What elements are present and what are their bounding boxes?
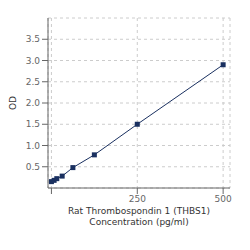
svg-text:0.5: 0.5 xyxy=(26,162,40,172)
svg-text:2.5: 2.5 xyxy=(26,77,40,87)
svg-text:3.0: 3.0 xyxy=(26,56,41,66)
svg-text:Rat Thrombospondin 1 (THBS1)Co: Rat Thrombospondin 1 (THBS1)Concentratio… xyxy=(68,206,210,227)
svg-text:3.5: 3.5 xyxy=(26,34,40,44)
svg-text:250: 250 xyxy=(129,194,146,204)
svg-text:1.5: 1.5 xyxy=(26,119,40,129)
svg-text:500: 500 xyxy=(215,194,232,204)
svg-text:2.0: 2.0 xyxy=(26,98,41,108)
svg-text:OD: OD xyxy=(8,96,18,110)
svg-text:1.0: 1.0 xyxy=(26,141,41,151)
